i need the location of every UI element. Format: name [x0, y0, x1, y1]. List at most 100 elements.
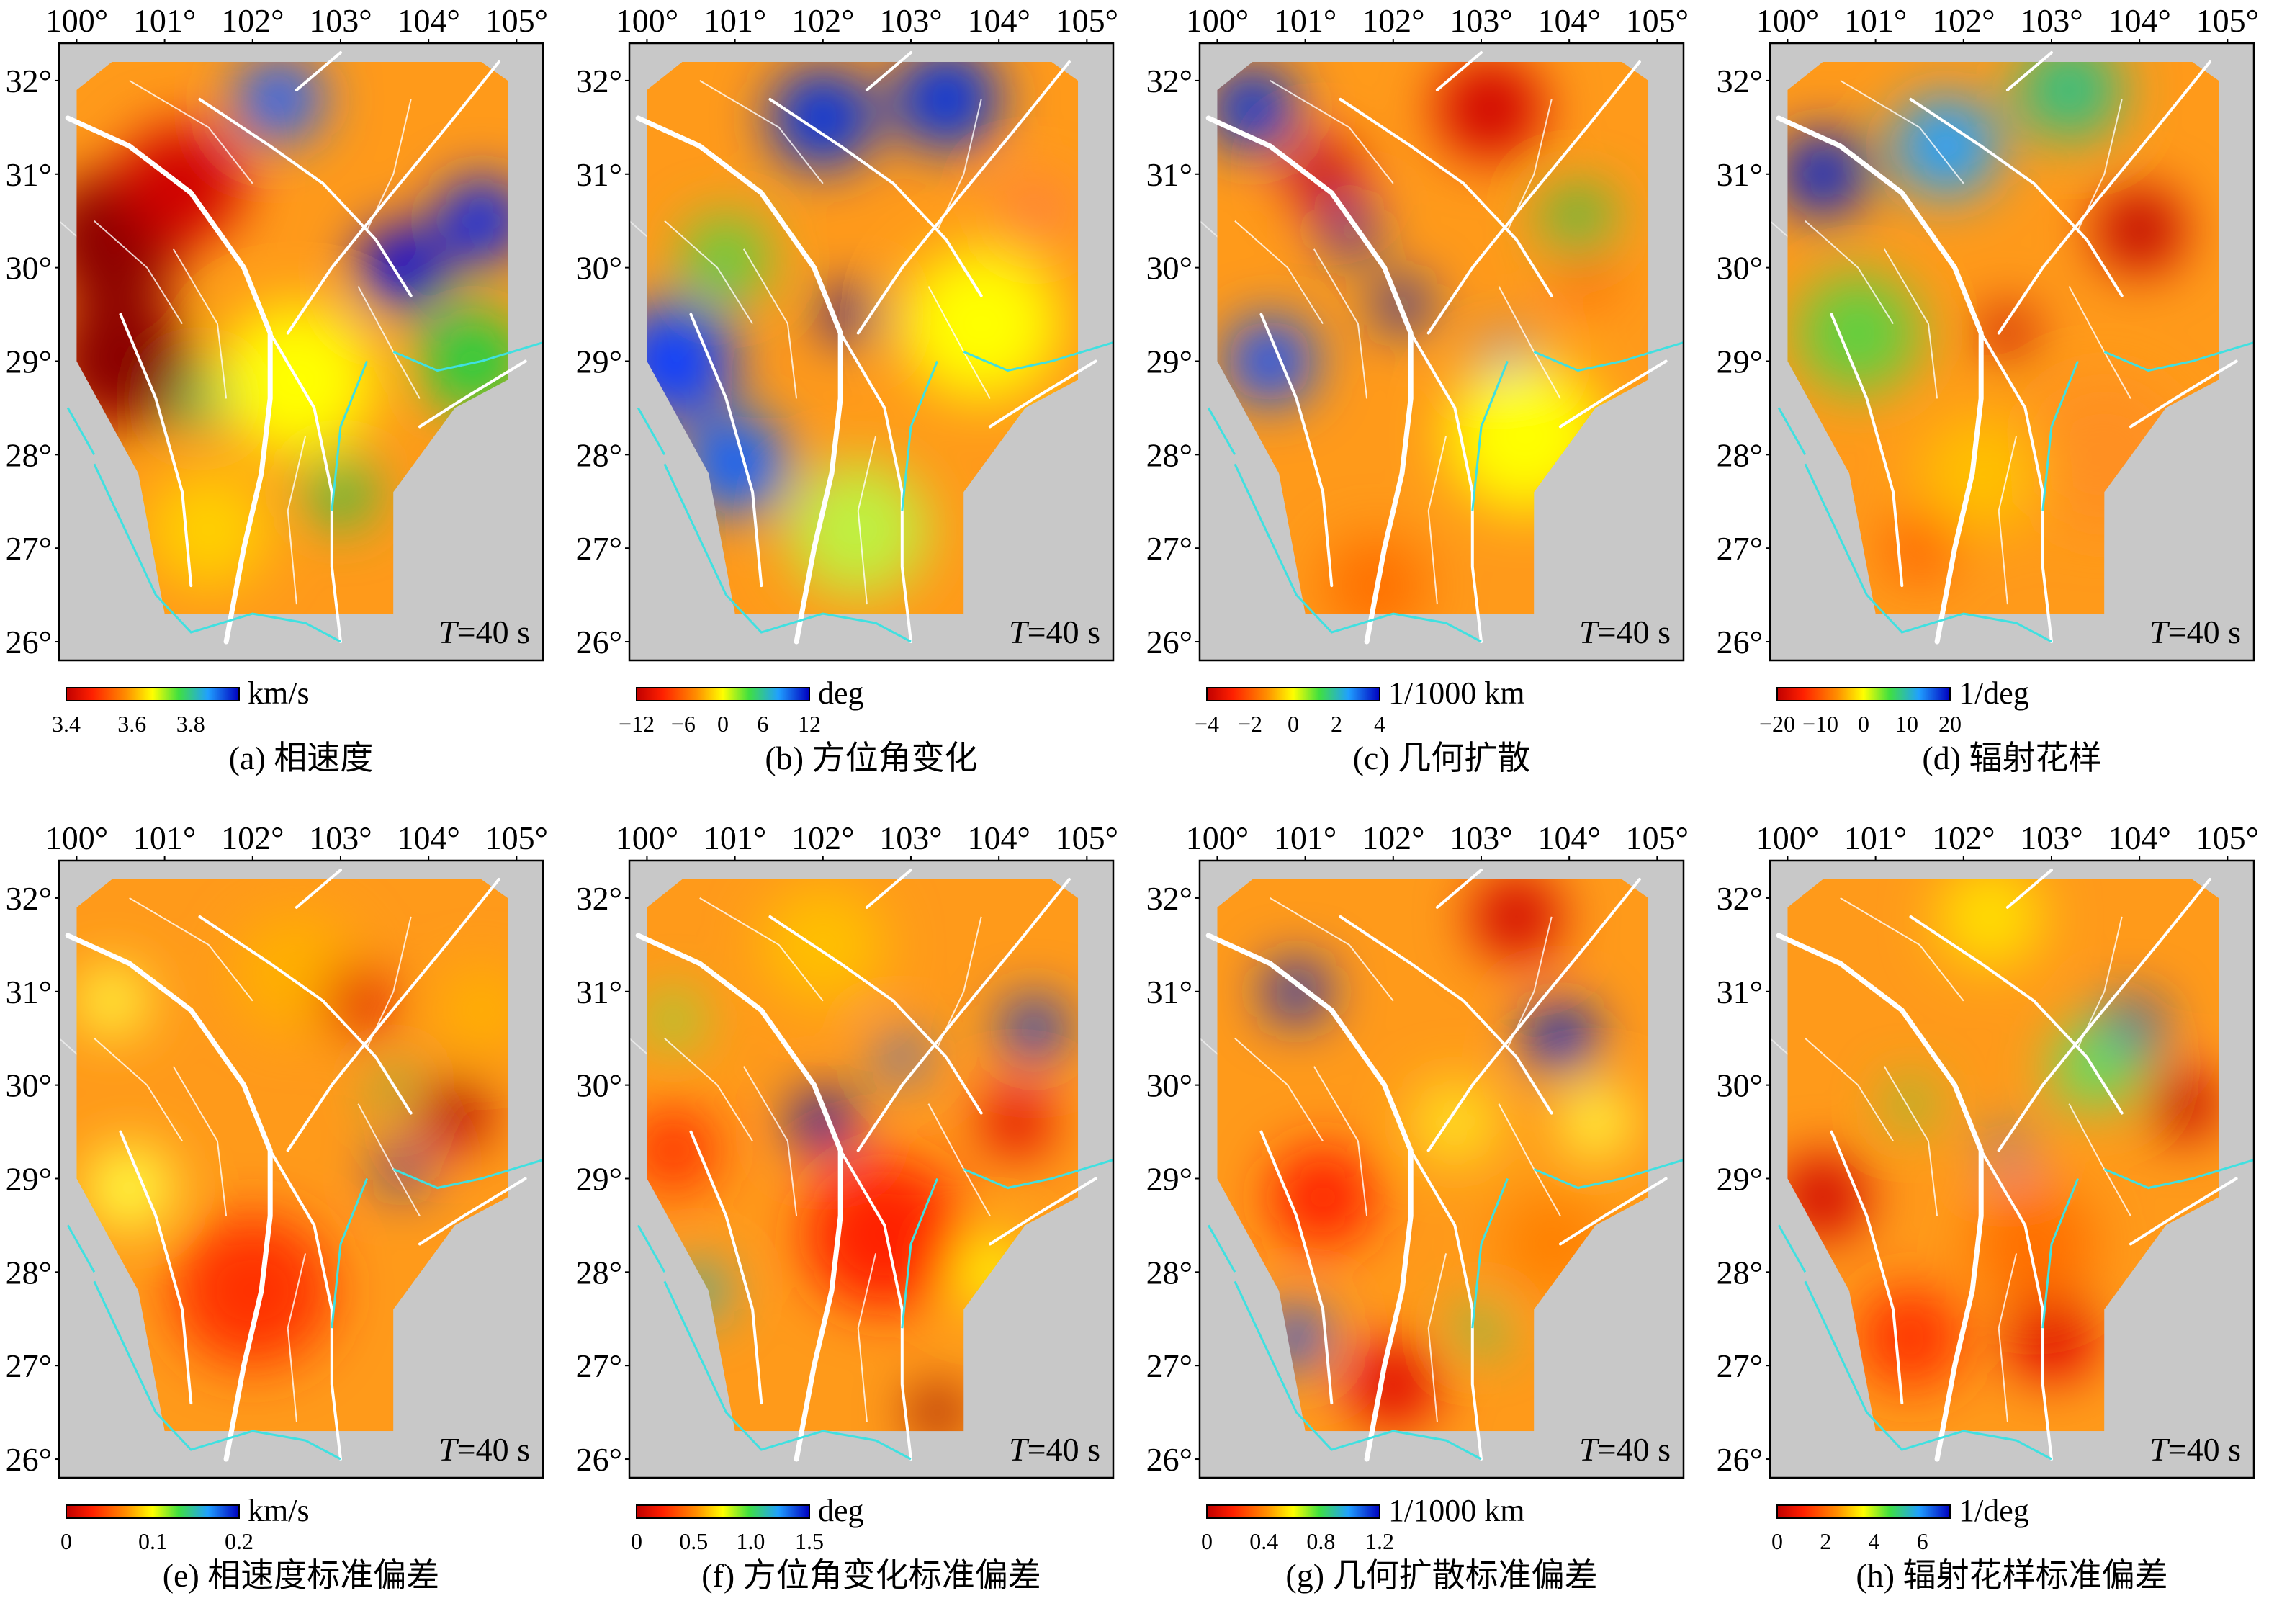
- map-frame: [58, 859, 544, 1479]
- period-symbol: T: [2149, 614, 2170, 650]
- map-e: 100° 101° 102° 103° 104° 105° 32° 31° 30° 29° 28° 2…: [6, 820, 548, 1479]
- fault-lines: [1205, 51, 1668, 645]
- anomaly-g-0: [1265, 962, 1328, 1021]
- lon-tick-label: 103°: [879, 820, 942, 856]
- anomaly-b-1: [647, 302, 735, 420]
- period-value: =40 s: [2168, 614, 2241, 650]
- anomaly-f-3: [647, 994, 700, 1045]
- river-lines: [66, 341, 543, 643]
- lat-tick-label: 29°: [1717, 343, 1763, 380]
- colorbar-tick-label: 0: [631, 1528, 642, 1554]
- lon-tick-label: 100°: [616, 820, 678, 856]
- panel-caption: (b) 方位角变化: [765, 740, 978, 776]
- lon-tick-label: 104°: [1537, 820, 1600, 856]
- period-value: =40 s: [1028, 1431, 1100, 1468]
- lat-tick-label: 27°: [1146, 1347, 1192, 1384]
- colorbar-unit: 1/1000 km: [1388, 1493, 1525, 1528]
- anomaly-e-2: [76, 967, 148, 1035]
- period-label: T=40 s: [1009, 614, 1100, 650]
- map-panel-b: 100° 101° 102° 103° 104° 105° 32° 31° 30° 29° 28° 2…: [570, 0, 1139, 807]
- colorbar-tick-label: 0.5: [679, 1528, 709, 1554]
- map-frame: [1198, 859, 1685, 1479]
- lat-tick-label: 28°: [6, 1254, 52, 1291]
- colorbar-bar: [1206, 1504, 1380, 1519]
- lat-tick-label: 26°: [576, 1441, 622, 1478]
- anomaly-a-9: [305, 458, 376, 526]
- lat-tick-label: 29°: [1717, 1160, 1763, 1197]
- colorbar-bar: [66, 1504, 240, 1519]
- lat-tick-label: 29°: [1146, 343, 1192, 380]
- lat-tick-label: 32°: [576, 63, 622, 99]
- anomaly-f-0: [792, 1093, 854, 1152]
- colorbar-tick-label: 0: [60, 1528, 72, 1554]
- anomaly-g-1: [1525, 1005, 1596, 1072]
- lon-tick-label: 101°: [133, 820, 196, 856]
- map-panel-f: 100° 101° 102° 103° 104° 105° 32° 31° 30° 29° 28° 2…: [570, 817, 1139, 1624]
- anomaly-e-7: [419, 1080, 490, 1147]
- lon-tick-label: 102°: [1362, 2, 1424, 39]
- colorbar-unit: km/s: [248, 1493, 310, 1528]
- lon-tick-label: 102°: [791, 2, 854, 39]
- lat-tick-label: 31°: [576, 156, 622, 193]
- panel-caption: (h) 辐射花样标准偏差: [1856, 1557, 2168, 1594]
- lon-tick-label: 103°: [2020, 820, 2082, 856]
- lat-tick-label: 28°: [1146, 1254, 1192, 1291]
- period-value: =40 s: [457, 1431, 530, 1468]
- anomaly-h-8: [1858, 1287, 1964, 1388]
- lat-tick-label: 31°: [1146, 974, 1192, 1010]
- anomaly-e-6: [173, 1215, 332, 1366]
- colorbar-bar: [636, 687, 810, 701]
- lon-tick-label: 104°: [2108, 820, 2170, 856]
- map-h: 100° 101° 102° 103° 104° 105° 32° 31° 30° 29° 28° 2…: [1717, 820, 2259, 1479]
- lat-tick-label: 26°: [6, 1441, 52, 1478]
- anomaly-d-8: [1919, 415, 2043, 532]
- anomaly-c-5: [1226, 319, 1314, 403]
- colorbar-tick-label: 2: [1820, 1528, 1832, 1554]
- lat-tick-label: 32°: [1146, 63, 1192, 99]
- river-lines: [637, 1159, 1113, 1461]
- lon-tick-label: 105°: [485, 2, 548, 39]
- data-field-e: [76, 879, 508, 1432]
- period-label: T=40 s: [439, 614, 530, 650]
- anomaly-d-3: [2095, 188, 2184, 272]
- lon-tick-label: 105°: [2196, 820, 2259, 856]
- anomaly-a-5: [235, 62, 323, 141]
- anomaly-g-5: [1560, 1089, 1631, 1157]
- colorbar-tick-label: 1.0: [736, 1528, 765, 1554]
- lon-tick-label: 104°: [397, 2, 459, 39]
- anomaly-g-6: [1270, 1147, 1376, 1248]
- lon-tick-label: 101°: [1844, 820, 1907, 856]
- period-symbol: T: [1579, 1431, 1600, 1468]
- anomaly-h-9: [1972, 1185, 2096, 1303]
- colorbar-tick-label: 10: [1895, 711, 1918, 737]
- colorbar-tick-label: 4: [1868, 1528, 1880, 1554]
- lon-tick-label: 104°: [397, 820, 459, 856]
- map-frame: [628, 42, 1115, 662]
- lat-tick-label: 26°: [1146, 624, 1192, 660]
- lat-tick-label: 30°: [1146, 1067, 1192, 1104]
- period-label: T=40 s: [439, 1431, 530, 1468]
- lon-tick-label: 101°: [704, 820, 766, 856]
- colorbar-tick-label: 0: [1771, 1528, 1783, 1554]
- colorbar-tick-label: 1.2: [1365, 1528, 1394, 1554]
- colorbar-tick-label: 20: [1938, 711, 1962, 737]
- anomaly-b-8: [787, 462, 929, 597]
- lon-tick-label: 103°: [309, 2, 372, 39]
- lat-tick-label: 27°: [576, 530, 622, 567]
- colorbar-tick-label: 6: [757, 711, 769, 737]
- lon-tick-label: 102°: [1362, 820, 1424, 856]
- data-field-g: [1217, 879, 1649, 1432]
- colorbar-tick-label: −20: [1758, 711, 1796, 737]
- anomaly-a-8: [173, 373, 227, 424]
- lat-tick-label: 31°: [1717, 974, 1763, 1010]
- lat-tick-label: 30°: [576, 1067, 622, 1104]
- colorbar-bar: [66, 687, 240, 701]
- period-symbol: T: [439, 1431, 459, 1468]
- anomaly-b-3: [770, 68, 876, 169]
- lat-tick-label: 27°: [1146, 530, 1192, 567]
- period-label: T=40 s: [2149, 1431, 2241, 1468]
- lat-tick-label: 29°: [576, 1160, 622, 1197]
- lat-tick-label: 32°: [6, 63, 52, 99]
- colorbar-tick-label: −6: [670, 711, 696, 737]
